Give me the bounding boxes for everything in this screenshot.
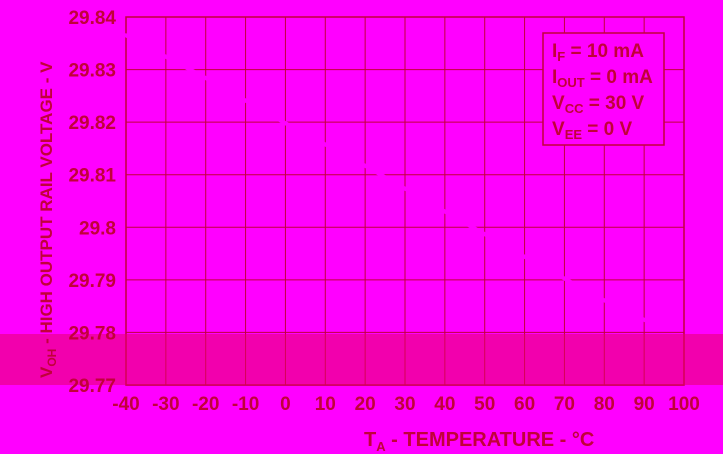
legend-condition: VCC = 30 V xyxy=(552,93,645,116)
x-axis-label-sub: A xyxy=(376,439,386,454)
legend-condition: VEE = 0 V xyxy=(552,119,633,142)
y-tick-labels: 29.77 29.78 29.79 29.8 29.81 29.82 29.83 29.84 xyxy=(68,8,116,397)
y-tick-label: 29.82 xyxy=(68,113,116,134)
x-tick-label: 40 xyxy=(434,394,455,415)
legend-box xyxy=(542,32,665,146)
series-line xyxy=(124,33,659,328)
y-tick-label: 29.81 xyxy=(68,166,116,187)
y-axis-label-sub: OH xyxy=(45,349,59,367)
x-tick-label: 80 xyxy=(594,394,615,415)
y-tick-label: 29.79 xyxy=(68,271,116,292)
legend-condition: IF = 10 mA xyxy=(552,41,644,64)
x-tick-label: -30 xyxy=(152,394,179,415)
x-axis-label-main: T xyxy=(364,429,376,451)
x-tick-label: 10 xyxy=(315,394,336,415)
x-tick-label: 20 xyxy=(355,394,376,415)
x-tick-label: 100 xyxy=(668,394,700,415)
x-tick-label: 30 xyxy=(394,394,415,415)
x-tick-labels: -40 -30 -20 -10 0 10 20 30 40 50 60 70 80 90 100 xyxy=(112,394,700,415)
y-tick-label: 29.77 xyxy=(68,376,116,397)
y-axis-label-rest: - HIGH OUTPUT RAIL VOLTAGE - V xyxy=(37,61,56,349)
x-axis-label: TA - TEMPERATURE - °C xyxy=(364,429,594,454)
x-tick-label: -40 xyxy=(112,394,139,415)
y-tick-label: 29.78 xyxy=(68,323,116,344)
x-tick-label: 60 xyxy=(514,394,535,415)
x-tick-label: 70 xyxy=(554,394,575,415)
y-tick-label: 29.84 xyxy=(68,8,116,29)
legend-condition: IOUT = 0 mA xyxy=(552,67,653,90)
x-tick-label: 50 xyxy=(474,394,495,415)
x-axis-label-rest: - TEMPERATURE - °C xyxy=(386,429,595,451)
series xyxy=(124,33,659,328)
y-tick-label: 29.8 xyxy=(79,218,116,239)
y-tick-label: 29.83 xyxy=(68,61,116,82)
conditions-legend: IF = 10 mA IOUT = 0 mA VCC = 30 V VEE = 0 V xyxy=(542,32,665,146)
x-tick-label: 0 xyxy=(280,394,291,415)
y-axis-label: VOH - HIGH OUTPUT RAIL VOLTAGE - V xyxy=(37,61,59,378)
x-tick-label: -20 xyxy=(192,394,219,415)
x-tick-label: -10 xyxy=(232,394,259,415)
y-axis-label-main: V xyxy=(37,366,56,378)
artifact-band xyxy=(0,334,723,385)
x-tick-label: 90 xyxy=(634,394,655,415)
